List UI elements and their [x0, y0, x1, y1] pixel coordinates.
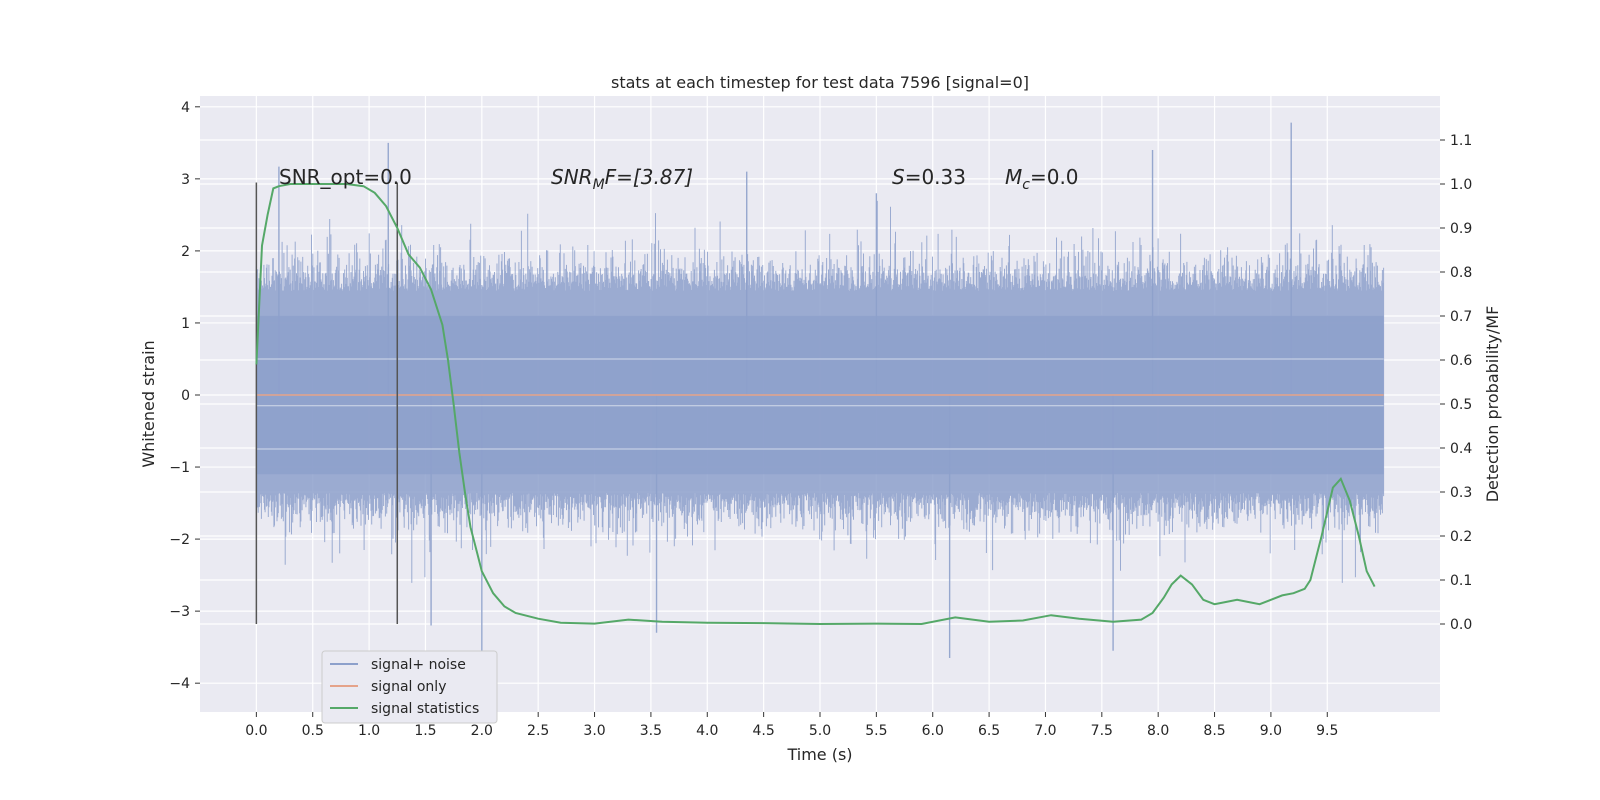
annotation-s-value: =0.33 — [905, 165, 966, 189]
x-tick-label: 8.0 — [1147, 723, 1169, 739]
x-axis-label: Time (s) — [786, 745, 852, 764]
chart-title: stats at each timestep for test data 759… — [611, 73, 1029, 92]
y-tick-label-left: 1 — [181, 316, 190, 332]
x-tick-label: 2.5 — [527, 723, 549, 739]
x-tick-label: 1.0 — [358, 723, 380, 739]
y-tick-label-right: 1.1 — [1450, 133, 1472, 149]
legend: signal+ noise signal only signal statist… — [321, 650, 498, 724]
y-tick-label-right: 1.0 — [1450, 177, 1472, 193]
x-tick-label: 9.0 — [1260, 723, 1282, 739]
y-tick-label-right: 0.6 — [1450, 353, 1472, 369]
y-tick-label-left: −2 — [169, 532, 190, 548]
x-tick-label: 0.5 — [302, 723, 324, 739]
y-tick-label-right: 0.7 — [1450, 309, 1472, 325]
y-tick-label-right: 0.2 — [1450, 529, 1472, 545]
legend-label-noise: signal+ noise — [371, 657, 466, 673]
annotation-mc: Mc=0.0 — [1005, 165, 1079, 193]
y-tick-label-right: 0.3 — [1450, 485, 1472, 501]
annotation-snr-opt: SNR_opt=0.0 — [279, 165, 412, 189]
x-tick-label: 3.5 — [640, 723, 662, 739]
legend-label-stats: signal statistics — [371, 701, 479, 717]
x-tick-label: 4.0 — [696, 723, 718, 739]
y-tick-label-left: 3 — [181, 172, 190, 188]
y-tick-label-right: 0.8 — [1450, 265, 1472, 281]
signal-statistics-series — [255, 183, 1376, 626]
y-tick-label-right: 0.5 — [1450, 397, 1472, 413]
y-tick-label-left: 0 — [181, 388, 190, 404]
x-tick-label: 8.5 — [1203, 723, 1225, 739]
x-tick-label: 6.5 — [978, 723, 1000, 739]
x-tick-label: 5.0 — [809, 723, 831, 739]
y-tick-label-left: −3 — [169, 604, 190, 620]
annotation-snr-mf-rest: F=[3.87] — [605, 165, 693, 189]
x-tick-label: 4.5 — [753, 723, 775, 739]
y-tick-label-right: 0.4 — [1450, 441, 1472, 457]
vertical-markers — [255, 182, 399, 624]
y-tick-label-left: 4 — [181, 100, 190, 116]
y-axis-label-left: Whitened strain — [139, 340, 158, 467]
x-tick-label: 7.5 — [1091, 723, 1113, 739]
x-tick-label: 0.0 — [245, 723, 267, 739]
x-tick-label: 2.0 — [471, 723, 493, 739]
x-tick-label: 9.5 — [1316, 723, 1338, 739]
annotation-mc-sub: c — [1022, 177, 1030, 193]
annotation-snr-mf-sub: M — [593, 177, 605, 193]
y-tick-label-left: −4 — [169, 676, 190, 692]
signal-statistics-line — [255, 183, 1376, 626]
y-tick-label-right: 0.0 — [1450, 617, 1472, 633]
y-tick-label-right: 0.9 — [1450, 221, 1472, 237]
x-tick-label: 6.0 — [922, 723, 944, 739]
legend-label-signal: signal only — [371, 679, 446, 695]
y-ticks-right: 1.1 1.0 0.9 0.8 0.7 0.6 0.5 0.4 0.3 0.2 0.1 0.0 — [1440, 133, 1472, 633]
x-tick-label: 1.5 — [414, 723, 436, 739]
y-tick-label-left: −1 — [169, 460, 190, 476]
annotation-snr-mf: SNRMF=[3.87] — [551, 165, 693, 193]
legend-box — [321, 650, 498, 724]
annotation-mc-var: M — [1005, 165, 1022, 189]
y-tick-label-left: 2 — [181, 244, 190, 260]
x-tick-label: 3.0 — [583, 723, 605, 739]
x-ticks: 0.0 0.5 1.0 1.5 2.0 2.5 3.0 3.5 4.0 4.5 5.0 5.5 6.0 6… — [245, 712, 1338, 739]
y-ticks-left: 4 3 2 1 0 −1 −2 −3 −4 — [169, 100, 200, 692]
annotation-snr-mf-main: SNR — [551, 165, 593, 189]
annotation-s-var: S — [892, 165, 905, 189]
annotation-s: S=0.33 — [892, 165, 966, 189]
annotation-mc-value: =0.0 — [1030, 165, 1079, 189]
y-tick-label-right: 0.1 — [1450, 573, 1472, 589]
x-tick-label: 5.5 — [865, 723, 887, 739]
x-tick-label: 7.0 — [1034, 723, 1056, 739]
y-axis-label-right: Detection probability/MF — [1483, 306, 1502, 503]
